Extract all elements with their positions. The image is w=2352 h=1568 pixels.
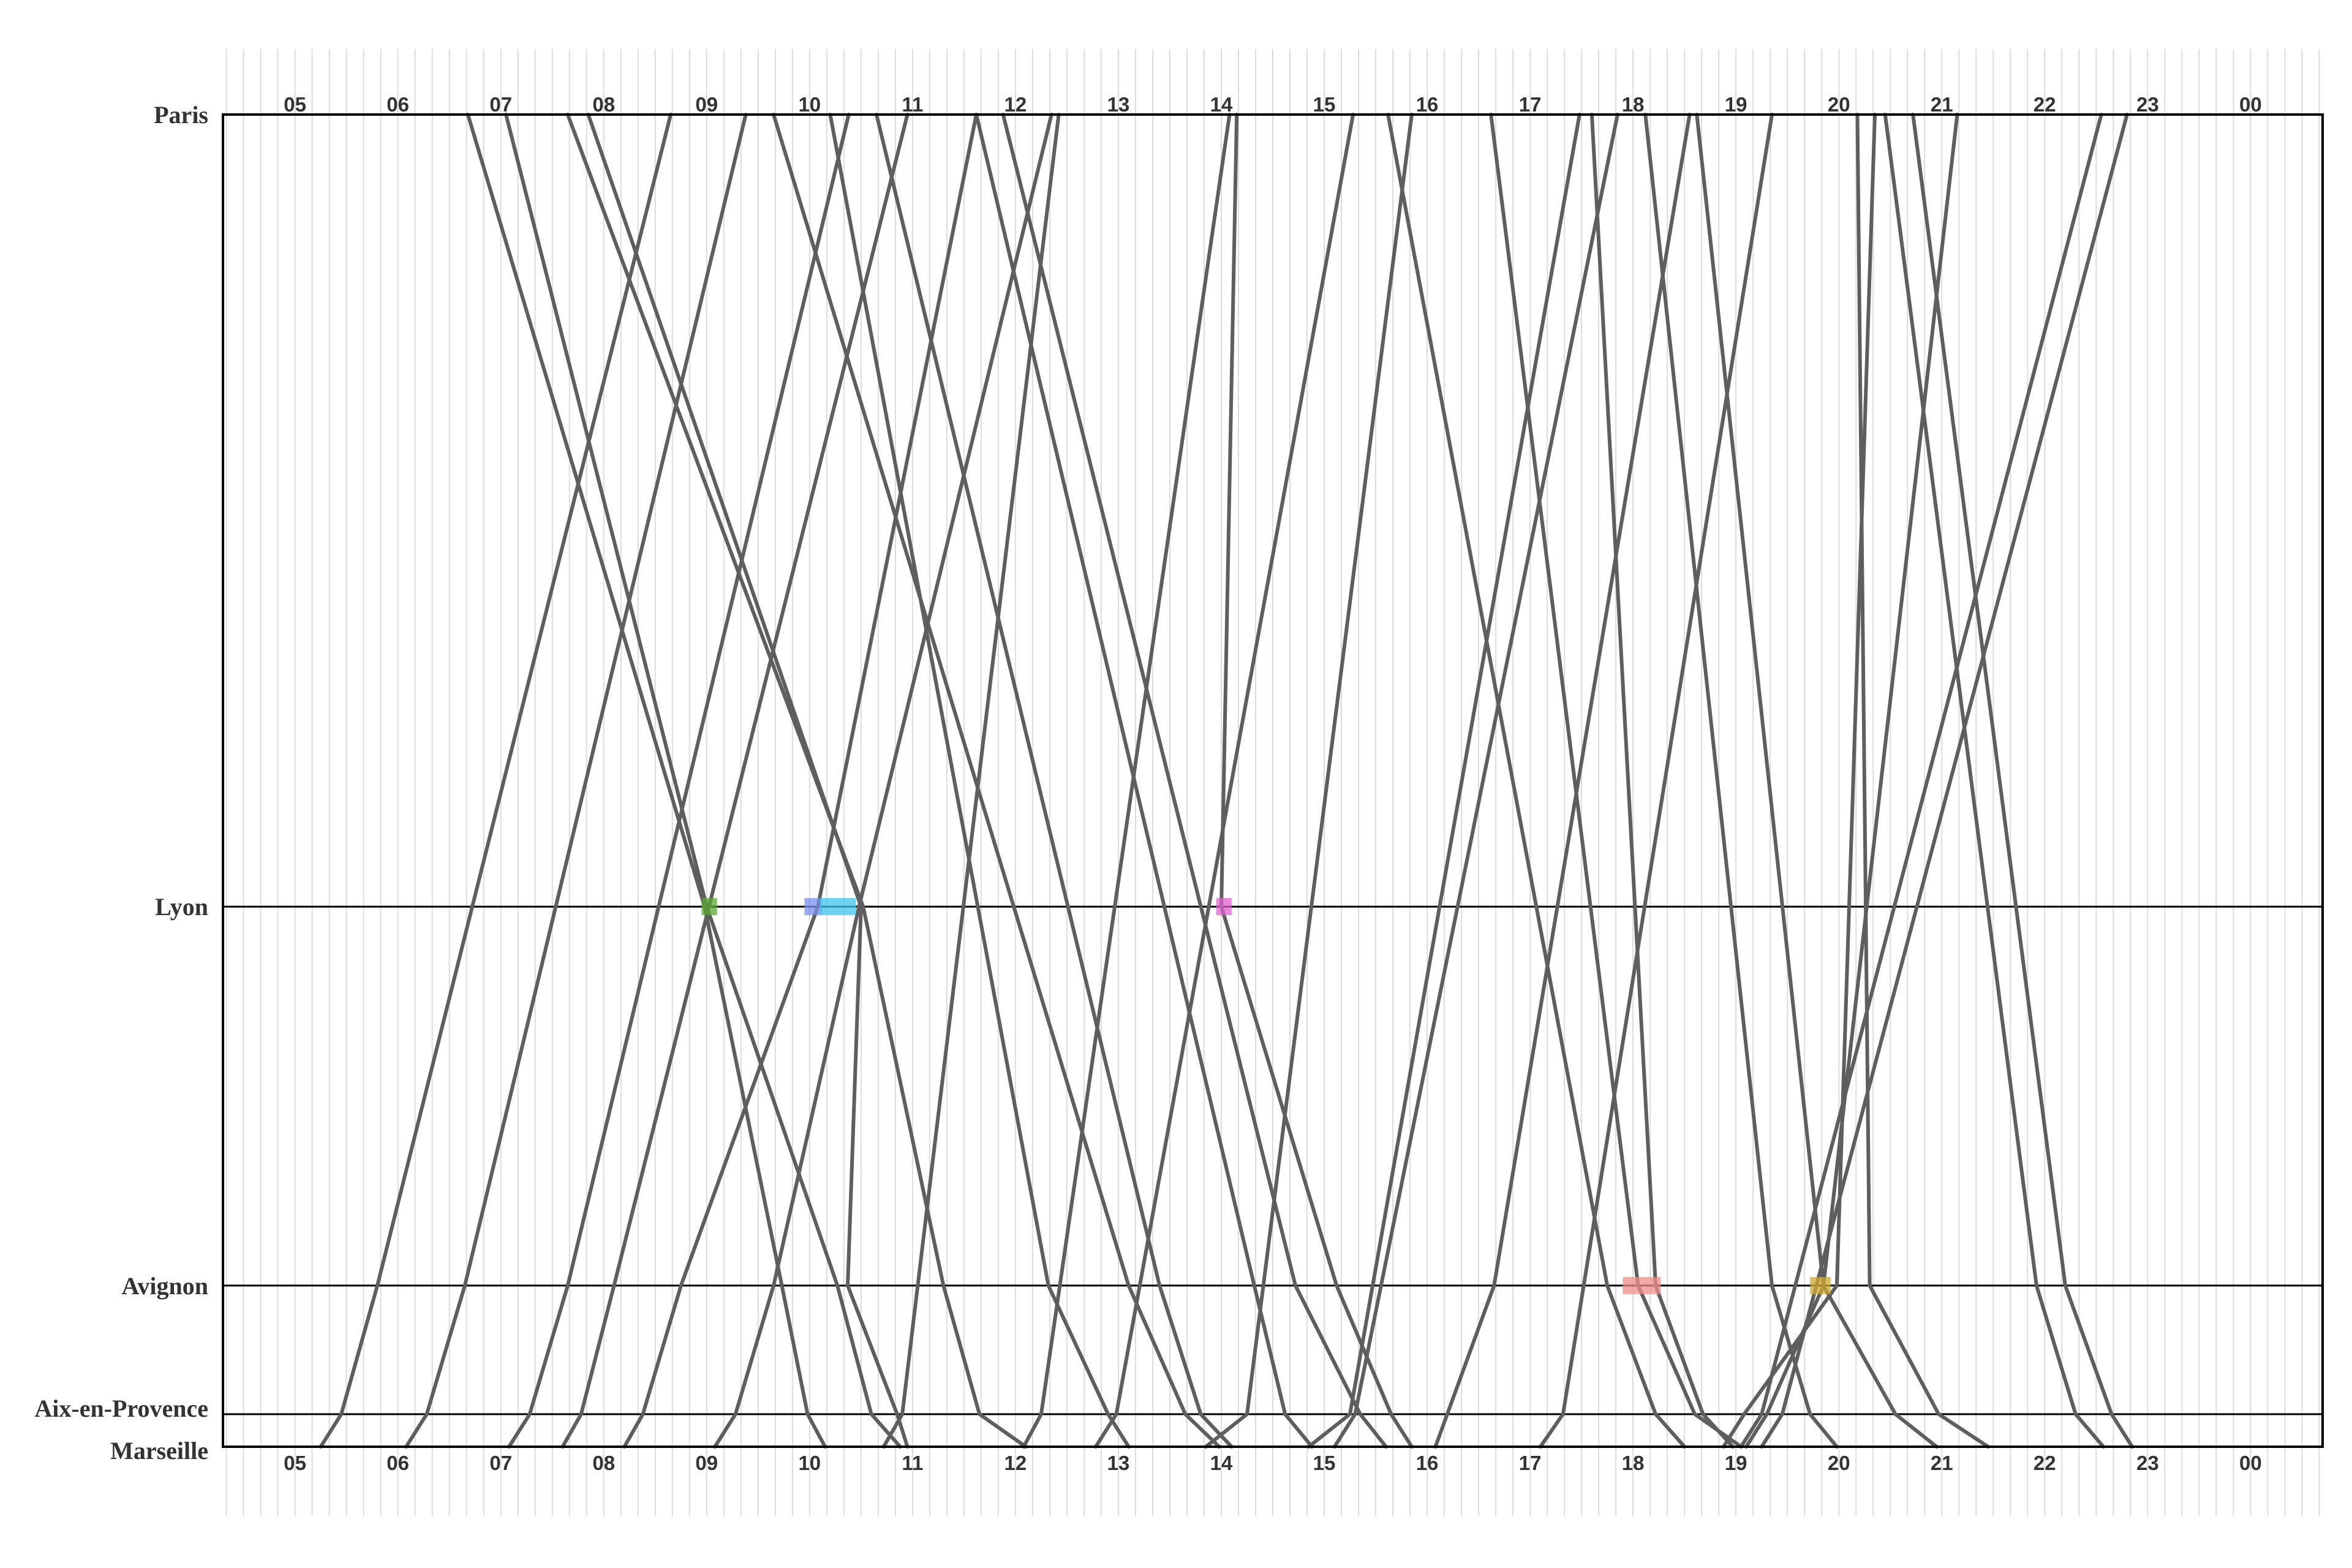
trip-line-3 bbox=[565, 113, 1028, 1449]
bottom-hour-label: 17 bbox=[1519, 1452, 1542, 1474]
trip-line-9 bbox=[1001, 113, 1388, 1449]
top-hour-label: 08 bbox=[592, 93, 615, 116]
bottom-hour-label: 09 bbox=[695, 1452, 718, 1474]
bottom-hour-label: 18 bbox=[1622, 1452, 1645, 1474]
dwell-highlight-5 bbox=[1623, 1276, 1661, 1294]
top-hour-label: 11 bbox=[902, 93, 923, 116]
trip-line-20 bbox=[404, 113, 748, 1449]
bottom-hour-label: 13 bbox=[1107, 1452, 1130, 1474]
station-label: Aix-en-Provence bbox=[34, 1395, 208, 1422]
trip-line-36 bbox=[1739, 113, 2103, 1449]
bottom-hour-label: 21 bbox=[1931, 1452, 1953, 1474]
trip-line-10 bbox=[1219, 113, 1414, 1449]
bottom-hour-label: 19 bbox=[1725, 1452, 1747, 1474]
top-hour-label: 14 bbox=[1210, 93, 1233, 116]
trip-line-8 bbox=[974, 113, 1314, 1449]
bottom-hour-label: 14 bbox=[1210, 1452, 1233, 1474]
bottom-hour-label: 06 bbox=[386, 1452, 409, 1474]
station-label: Lyon bbox=[155, 893, 208, 921]
top-hour-label: 19 bbox=[1725, 93, 1747, 116]
trip-line-15 bbox=[1695, 113, 1939, 1449]
trip-line-34 bbox=[1744, 113, 1959, 1449]
dwell-highlight-6 bbox=[1810, 1276, 1831, 1294]
dwell-highlight-4 bbox=[1216, 898, 1232, 916]
bottom-hour-label: 00 bbox=[2239, 1452, 2262, 1474]
trip-line-30 bbox=[1332, 113, 1619, 1449]
top-hour-label: 05 bbox=[284, 93, 306, 116]
top-hour-label: 18 bbox=[1622, 93, 1645, 116]
trip-line-23 bbox=[622, 113, 978, 1449]
trip-line-35 bbox=[1760, 113, 2129, 1449]
trip-line-19 bbox=[318, 113, 673, 1449]
trip-line-13 bbox=[1589, 113, 1735, 1449]
trip-line-2 bbox=[504, 113, 902, 1449]
trip-line-4 bbox=[586, 113, 910, 1449]
top-hour-label: 20 bbox=[1828, 93, 1850, 116]
hour-tick-labels: 05 05 06 06 07 07 08 08 09 09 10 10 11 11 12 12 13 13 14 14… bbox=[284, 93, 2261, 1474]
dwell-highlight-3 bbox=[820, 898, 856, 916]
station-label: Paris bbox=[154, 101, 208, 129]
top-hour-label: 12 bbox=[1005, 93, 1027, 116]
bottom-hour-label: 05 bbox=[284, 1452, 306, 1474]
plot-frame bbox=[222, 113, 2324, 1448]
bottom-hour-label: 20 bbox=[1828, 1452, 1850, 1474]
top-hour-label: 21 bbox=[1931, 93, 1953, 116]
bottom-hour-label: 22 bbox=[2034, 1452, 2056, 1474]
top-hour-label: 23 bbox=[2136, 93, 2159, 116]
bottom-hour-label: 08 bbox=[592, 1452, 615, 1474]
dwell-highlights bbox=[701, 898, 1831, 1294]
trip-line-28 bbox=[1204, 113, 1414, 1449]
trip-line-11 bbox=[1386, 113, 1687, 1449]
station-label: Avignon bbox=[121, 1272, 208, 1300]
trip-line-33 bbox=[1722, 113, 1877, 1449]
top-hour-label: 10 bbox=[798, 93, 821, 116]
trip-line-27 bbox=[1094, 113, 1355, 1449]
bottom-hour-label: 11 bbox=[902, 1452, 923, 1474]
top-hour-label: 17 bbox=[1519, 93, 1542, 116]
top-hour-label: 13 bbox=[1107, 93, 1130, 116]
top-hour-label: 15 bbox=[1313, 93, 1336, 116]
trip-line-24 bbox=[713, 113, 1054, 1449]
trip-line-31 bbox=[1433, 113, 1692, 1449]
trip-line-7 bbox=[875, 113, 1234, 1449]
bottom-hour-label: 07 bbox=[489, 1452, 512, 1474]
trip-line-32 bbox=[1538, 113, 1774, 1449]
bottom-hour-label: 12 bbox=[1005, 1452, 1027, 1474]
bottom-hour-label: 23 bbox=[2136, 1452, 2159, 1474]
trip-line-6 bbox=[828, 113, 1131, 1449]
trip-lines bbox=[318, 113, 2135, 1449]
dwell-highlight-1 bbox=[701, 898, 717, 916]
minor-gridlines bbox=[225, 49, 2320, 1516]
trip-line-21 bbox=[507, 113, 851, 1449]
trip-line-5 bbox=[772, 113, 1221, 1449]
top-hour-label: 06 bbox=[386, 93, 409, 116]
dwell-highlight-2 bbox=[804, 898, 822, 916]
trip-line-1 bbox=[466, 113, 827, 1449]
trip-line-26 bbox=[1022, 113, 1232, 1449]
top-hour-label: 22 bbox=[2034, 93, 2056, 116]
trip-line-22 bbox=[560, 113, 910, 1449]
bottom-hour-label: 10 bbox=[798, 1452, 821, 1474]
trip-line-25 bbox=[881, 113, 1061, 1449]
bottom-hour-label: 15 bbox=[1313, 1452, 1336, 1474]
trip-line-18 bbox=[1911, 113, 2135, 1449]
bottom-hour-label: 16 bbox=[1416, 1452, 1439, 1474]
top-hour-label: 00 bbox=[2239, 93, 2262, 116]
trip-line-29 bbox=[1306, 113, 1581, 1449]
station-label: Marseille bbox=[110, 1437, 208, 1464]
top-hour-label: 07 bbox=[489, 93, 512, 116]
trip-line-16 bbox=[1855, 113, 1990, 1449]
top-hour-label: 09 bbox=[695, 93, 718, 116]
station-labels: Paris Lyon Avignon Aix-en-Provence Marseille bbox=[34, 101, 208, 1464]
trip-line-17 bbox=[1883, 113, 2106, 1449]
top-hour-label: 16 bbox=[1416, 93, 1439, 116]
